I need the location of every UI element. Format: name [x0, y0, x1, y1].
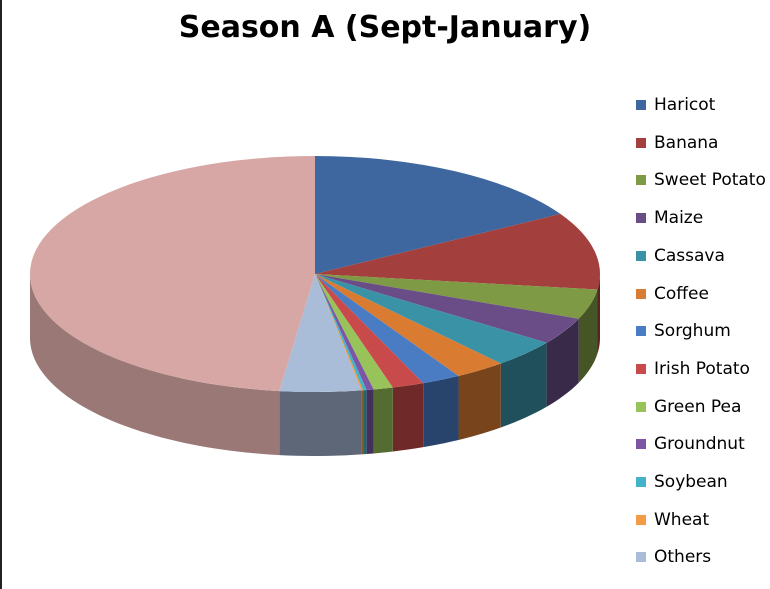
legend-item: Sorghum: [636, 320, 731, 342]
legend-item: Soybean: [636, 471, 728, 493]
legend-swatch: [636, 175, 646, 186]
pie-side-coffee: [458, 363, 501, 440]
legend-label: Sweet Potato: [654, 170, 766, 191]
legend-item: Coffee: [636, 283, 709, 305]
pie-side-banana: [597, 274, 600, 354]
pie-slice-haricot: [315, 156, 561, 274]
legend-item: Green Pea: [636, 396, 741, 418]
pie-slice-others: [279, 274, 362, 393]
legend-label: Sorghum: [654, 321, 731, 342]
legend-item: Irish Potato: [636, 358, 750, 380]
legend-label: Green Pea: [654, 396, 742, 417]
legend-label: Others: [654, 547, 712, 568]
legend-swatch: [636, 439, 646, 450]
legend-label: Banana: [654, 132, 719, 153]
pie-side-others: [279, 390, 362, 456]
legend-label: Cassava: [654, 245, 725, 266]
legend-swatch: [636, 213, 646, 224]
pie-side-groundnut: [366, 389, 374, 455]
legend-swatch: [636, 552, 646, 563]
legend-swatch: [636, 250, 646, 261]
legend-label: Coffee: [654, 283, 709, 304]
pie-slice-cassava: [315, 274, 547, 364]
legend-swatch: [636, 100, 646, 110]
pie-side-green-pea: [373, 387, 393, 454]
legend-label: Maize: [654, 208, 704, 229]
pie-side-walls: [30, 274, 600, 456]
pie-side-cassava: [500, 342, 547, 428]
chart-title: Season A (Sept-January): [178, 10, 592, 45]
legend-swatch: [636, 363, 646, 374]
legend-swatch: [636, 326, 646, 337]
pie-side-maize: [546, 318, 579, 407]
pie-slice-remainder: [29, 156, 316, 392]
legend-item: Sweet Potato: [636, 169, 766, 191]
legend-swatch: [636, 477, 646, 487]
pie-side-remainder: [30, 274, 280, 456]
legend-label: Soybean: [654, 472, 728, 492]
legend-swatch: [636, 401, 646, 412]
pie-top-faces: [29, 156, 600, 393]
legend-item: Wheat: [636, 509, 709, 531]
pie-side-soybean: [363, 390, 367, 455]
legend-item: Haricot: [636, 94, 715, 116]
legend-swatch: [636, 514, 646, 525]
legend-label: Wheat: [654, 509, 710, 530]
legend-item: Maize: [636, 207, 703, 229]
legend-label: Haricot: [654, 95, 716, 115]
pie-slice-banana: [315, 213, 600, 290]
pie-slice-sorghum: [315, 274, 459, 384]
pie-slice-coffee: [315, 274, 501, 376]
pie-slice-green-pea: [315, 274, 393, 390]
pie-side-sorghum: [423, 375, 459, 448]
pie-slice-soybean: [315, 274, 367, 391]
pie-slice-groundnut: [315, 274, 374, 391]
legend-label: Groundnut: [654, 434, 745, 455]
pie-slice-wheat: [315, 274, 364, 391]
pie-side-sweet-potato: [578, 289, 598, 383]
legend-item: Others: [636, 546, 711, 568]
legend-item: Groundnut: [636, 433, 745, 455]
pie-side-irish-potato: [392, 383, 424, 452]
pie-side-wheat: [361, 390, 364, 455]
legend-item: Banana: [636, 132, 718, 154]
legend-swatch: [636, 288, 646, 299]
pie-slice-sweet-potato: [315, 274, 598, 319]
pie-slice-maize: [315, 274, 579, 343]
legend-swatch: [636, 137, 646, 148]
pie-slice-irish-potato: [315, 274, 424, 388]
legend-item: Cassava: [636, 245, 725, 267]
legend-label: Irish Potato: [654, 358, 750, 379]
